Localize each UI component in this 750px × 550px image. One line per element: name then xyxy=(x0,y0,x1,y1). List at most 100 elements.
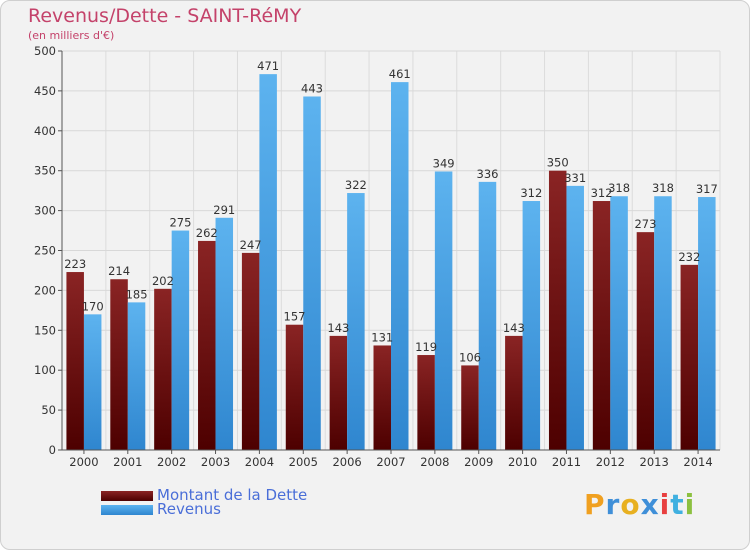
legend-swatch-revenus xyxy=(101,505,153,515)
bar-debt xyxy=(110,279,128,450)
data-label-revenus: 318 xyxy=(608,181,630,195)
data-label-debt: 232 xyxy=(678,250,700,264)
data-label-debt: 223 xyxy=(64,257,86,271)
bar-debt xyxy=(285,324,304,450)
bar-debt xyxy=(461,365,479,450)
bar-debt xyxy=(241,252,260,450)
bar-revenus xyxy=(259,74,277,450)
bar-revenus xyxy=(522,201,541,450)
bar-debt xyxy=(417,355,435,450)
bar-revenus xyxy=(434,171,453,451)
x-tick-label: 2002 xyxy=(157,455,186,469)
data-label-revenus: 349 xyxy=(433,156,455,170)
bar-debt xyxy=(592,201,611,450)
chart-subtitle: (en milliers d'€) xyxy=(28,29,115,42)
x-tick-label: 2007 xyxy=(376,455,405,469)
y-tick-label: 250 xyxy=(34,244,56,258)
data-label-debt: 143 xyxy=(327,321,349,335)
data-labels: 223 170 214 185 202 275 262 291 247 471 157 443 143 3… xyxy=(64,59,718,364)
logo-letter: t xyxy=(670,488,685,521)
data-label-debt: 312 xyxy=(591,186,613,200)
x-tick-label: 2012 xyxy=(596,455,625,469)
data-label-debt: 262 xyxy=(196,226,218,240)
chart-title: Revenus/Dette - SAINT-RéMY xyxy=(28,5,302,27)
bar-debt xyxy=(66,272,84,450)
bars xyxy=(66,74,716,451)
bar-revenus xyxy=(391,82,409,450)
bar-debt xyxy=(198,240,216,450)
bar-debt xyxy=(548,170,567,450)
y-tick-label: 450 xyxy=(34,84,56,98)
bar-revenus xyxy=(478,181,497,450)
data-label-revenus: 318 xyxy=(652,181,674,195)
x-tick-label: 2004 xyxy=(245,455,274,469)
data-label-revenus: 275 xyxy=(169,216,191,230)
bar-revenus xyxy=(347,193,365,450)
data-label-debt: 214 xyxy=(108,264,130,278)
bar-revenus xyxy=(303,96,321,451)
legend-label-debt: Montant de la Dette xyxy=(157,486,308,504)
bar-debt xyxy=(154,288,172,450)
logo-letter: o xyxy=(620,488,641,521)
data-label-debt: 106 xyxy=(459,350,481,364)
logo-letter: P xyxy=(584,488,606,521)
y-tick-label: 150 xyxy=(34,323,56,337)
y-tick-label: 500 xyxy=(34,44,56,58)
proxiti-logo: Proxiti xyxy=(584,488,695,521)
data-label-debt: 273 xyxy=(634,217,656,231)
x-tick-label: 2003 xyxy=(201,455,230,469)
bar-revenus xyxy=(698,197,716,450)
bar-revenus xyxy=(610,196,628,450)
y-tick-label: 350 xyxy=(34,164,56,178)
axes: 0 50 100 150 200 250 300 350 400 450 500 2000 2001 20… xyxy=(34,44,720,469)
data-label-debt: 202 xyxy=(152,274,174,288)
bar-debt xyxy=(329,335,348,450)
data-label-revenus: 291 xyxy=(213,203,235,217)
data-label-revenus: 312 xyxy=(520,186,542,200)
x-tick-label: 2010 xyxy=(508,455,537,469)
data-label-revenus: 461 xyxy=(389,67,411,81)
x-tick-label: 2006 xyxy=(332,455,361,469)
bar-revenus xyxy=(83,314,102,450)
logo-letter: i xyxy=(659,488,671,521)
x-tick-label: 2001 xyxy=(113,455,142,469)
y-tick-label: 100 xyxy=(34,363,56,377)
y-tick-label: 200 xyxy=(34,283,56,297)
x-tick-label: 2008 xyxy=(420,455,449,469)
bar-revenus xyxy=(654,196,672,450)
legend-label-revenus: Revenus xyxy=(157,500,221,518)
logo-letter: x xyxy=(640,488,660,521)
data-label-revenus: 336 xyxy=(477,167,499,181)
bar-revenus xyxy=(215,217,234,450)
y-tick-label: 400 xyxy=(34,124,56,138)
x-tick-label: 2009 xyxy=(464,455,493,469)
data-label-debt: 350 xyxy=(547,156,569,170)
data-label-debt: 247 xyxy=(240,238,262,252)
bar-debt xyxy=(680,264,699,450)
x-tick-label: 2005 xyxy=(289,455,318,469)
data-label-revenus: 331 xyxy=(564,171,586,185)
bar-revenus xyxy=(566,185,584,450)
data-label-revenus: 170 xyxy=(82,299,104,313)
data-label-debt: 157 xyxy=(284,310,306,324)
data-label-debt: 119 xyxy=(415,340,437,354)
data-label-debt: 131 xyxy=(371,330,393,344)
data-label-revenus: 471 xyxy=(257,59,279,73)
logo-letter: r xyxy=(605,488,621,521)
bar-revenus xyxy=(127,302,146,450)
y-tick-label: 0 xyxy=(49,443,56,457)
bar-revenus xyxy=(171,230,190,450)
x-tick-label: 2014 xyxy=(683,455,712,469)
data-label-revenus: 443 xyxy=(301,81,323,95)
data-label-revenus: 322 xyxy=(345,178,367,192)
data-label-debt: 143 xyxy=(503,321,525,335)
x-tick-label: 2013 xyxy=(640,455,669,469)
x-tick-label: 2000 xyxy=(69,455,98,469)
legend-swatch-debt xyxy=(101,491,153,501)
y-tick-label: 300 xyxy=(34,204,56,218)
bar-debt xyxy=(505,335,523,450)
bar-debt xyxy=(636,232,655,450)
data-label-revenus: 317 xyxy=(696,182,718,196)
data-label-revenus: 185 xyxy=(126,287,148,301)
